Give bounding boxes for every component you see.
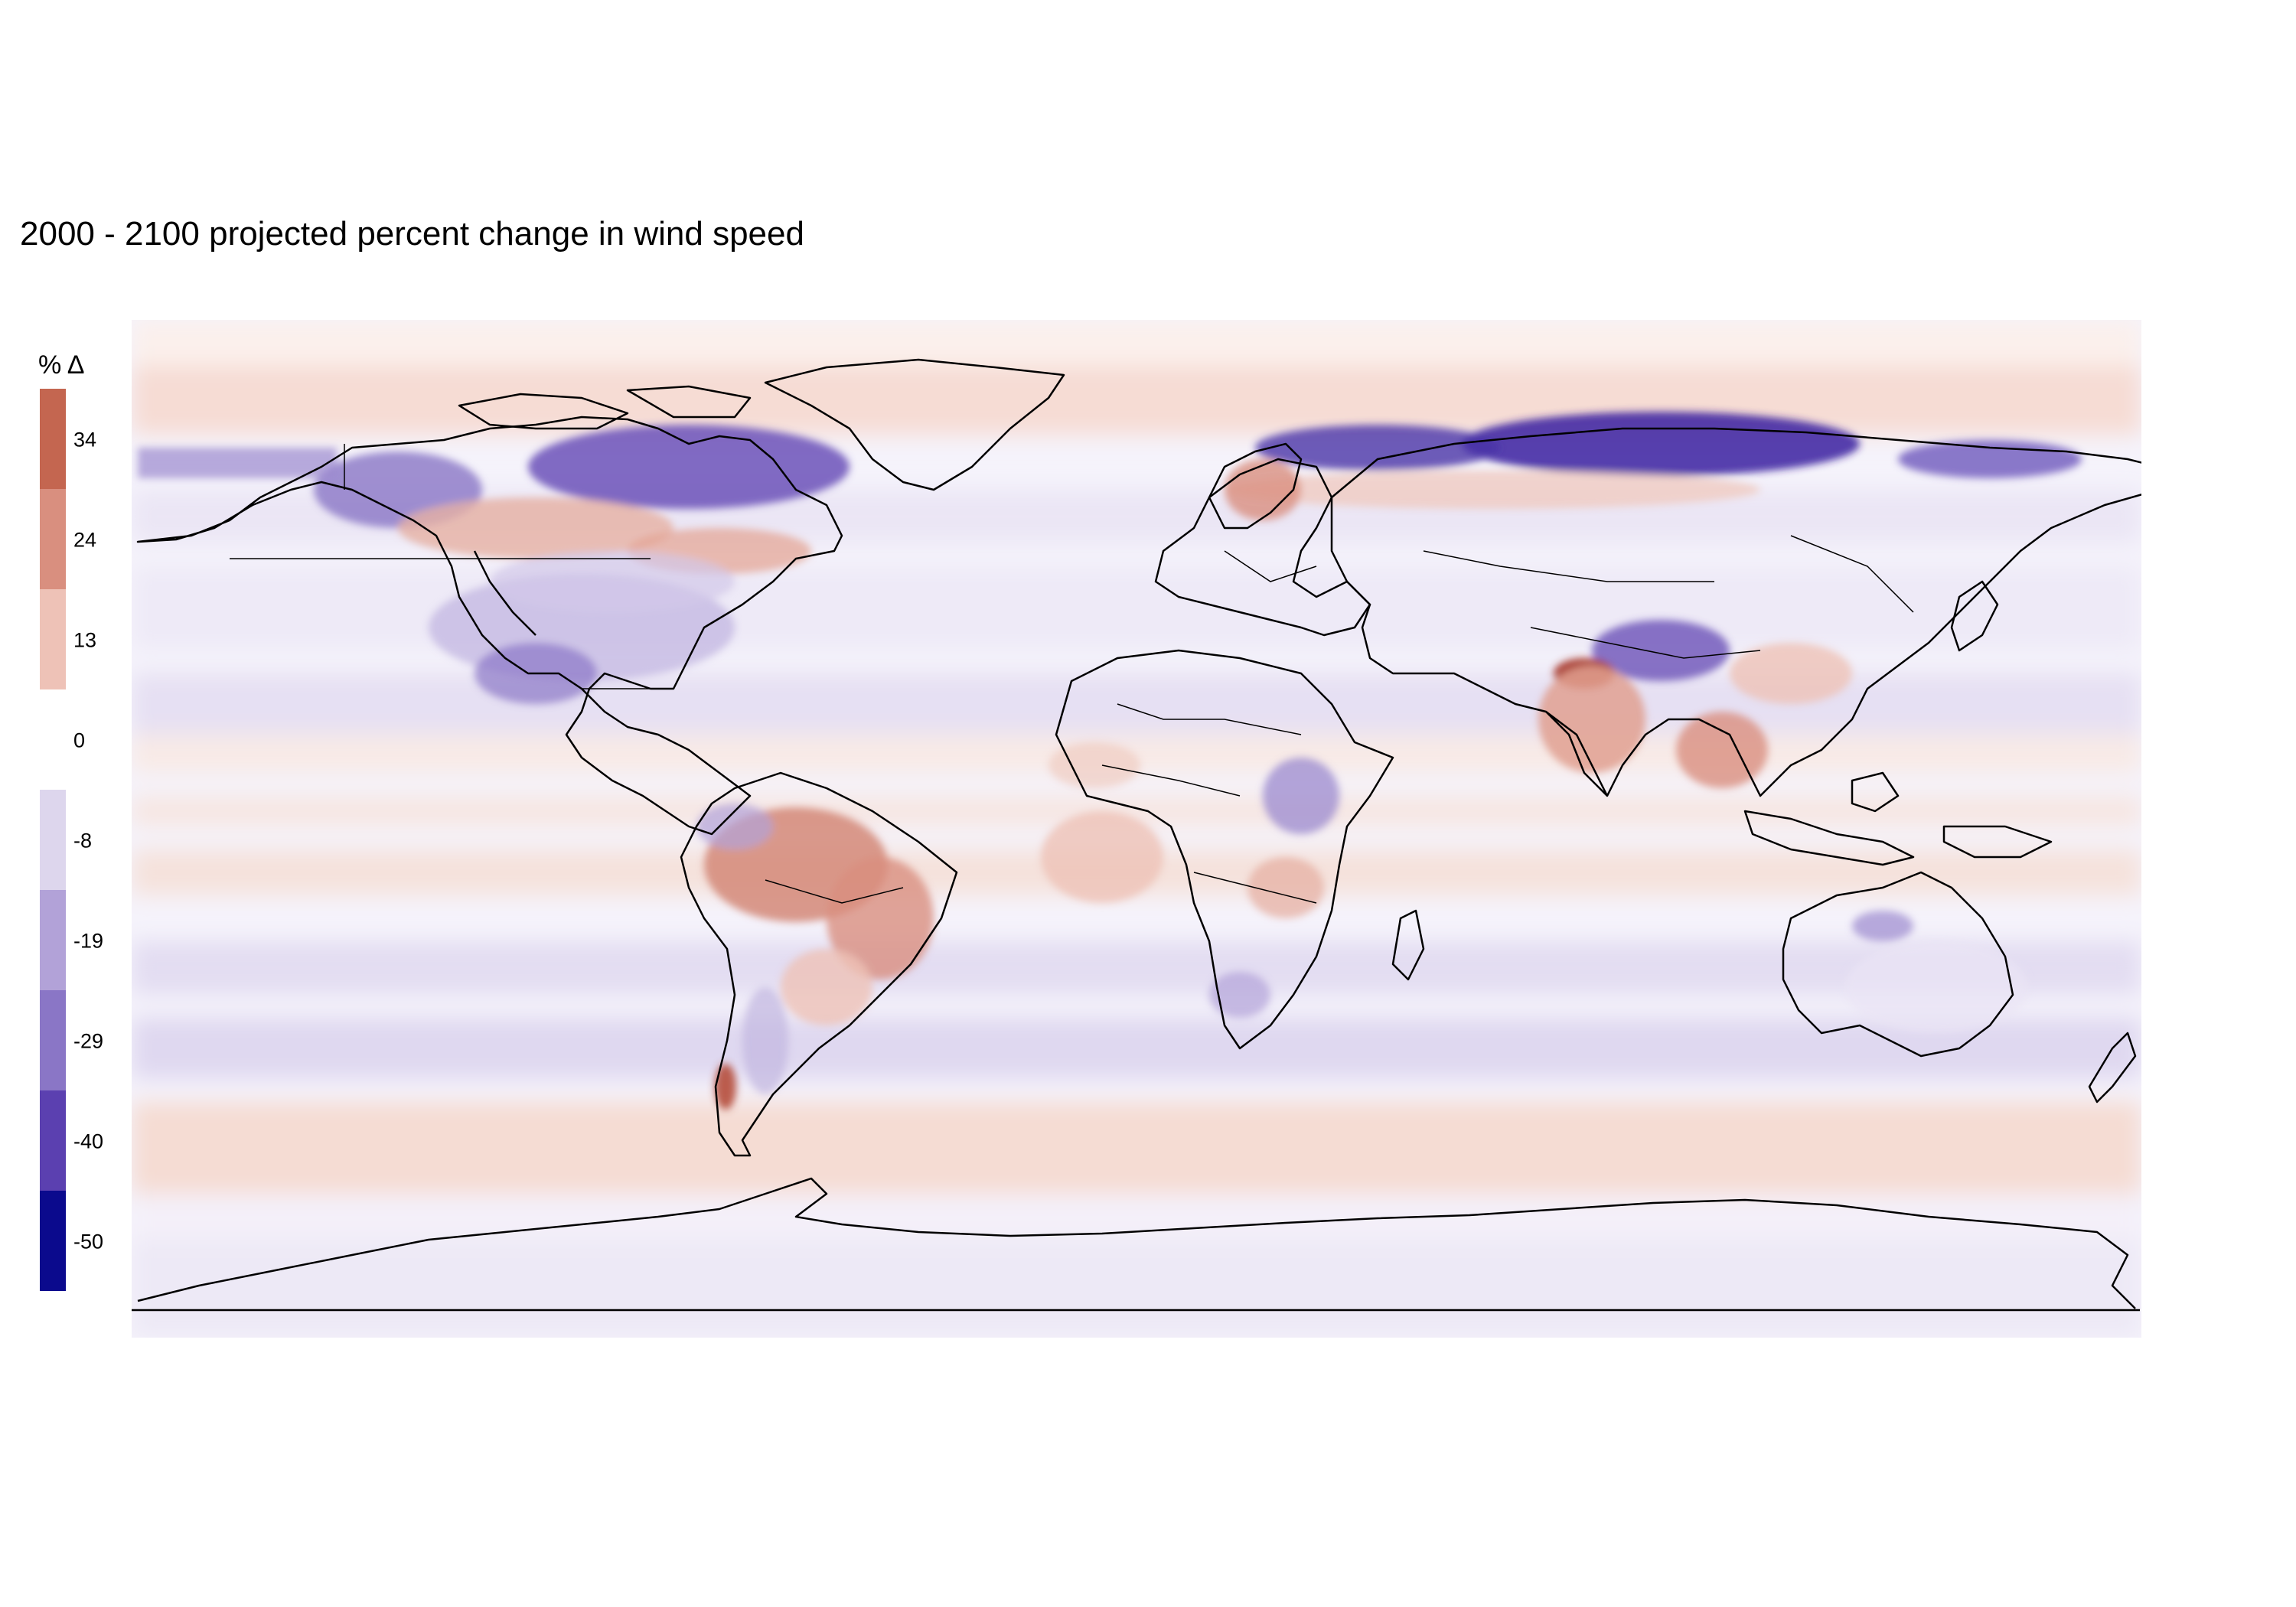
legend-label: -50: [73, 1231, 103, 1253]
legend-label: 34: [73, 429, 96, 451]
legend-label: -40: [73, 1130, 103, 1153]
legend-label: -19: [73, 930, 103, 953]
legend-label: -8: [73, 830, 92, 852]
chart-title: 2000 - 2100 projected percent change in …: [20, 215, 804, 253]
legend-label: -29: [73, 1030, 103, 1053]
legend-swatch: [40, 890, 66, 990]
legend-swatch: [40, 689, 66, 790]
legend: 34 24 13 0 -8 -19 -29 -40 -50: [40, 389, 103, 1291]
legend-swatch: [40, 489, 66, 589]
legend-swatch: [40, 389, 66, 489]
coastlines: [132, 358, 2141, 1312]
legend-swatch: [40, 790, 66, 890]
legend-swatch: [40, 589, 66, 689]
legend-title: % Δ: [38, 350, 85, 380]
legend-swatch: [40, 990, 66, 1090]
legend-swatch: [40, 1191, 66, 1291]
legend-label: 24: [73, 529, 96, 552]
map-panel: [132, 320, 2141, 1338]
legend-label: 0: [73, 729, 85, 752]
legend-swatch: [40, 1090, 66, 1191]
legend-label: 13: [73, 629, 96, 652]
borders: [230, 444, 1914, 904]
